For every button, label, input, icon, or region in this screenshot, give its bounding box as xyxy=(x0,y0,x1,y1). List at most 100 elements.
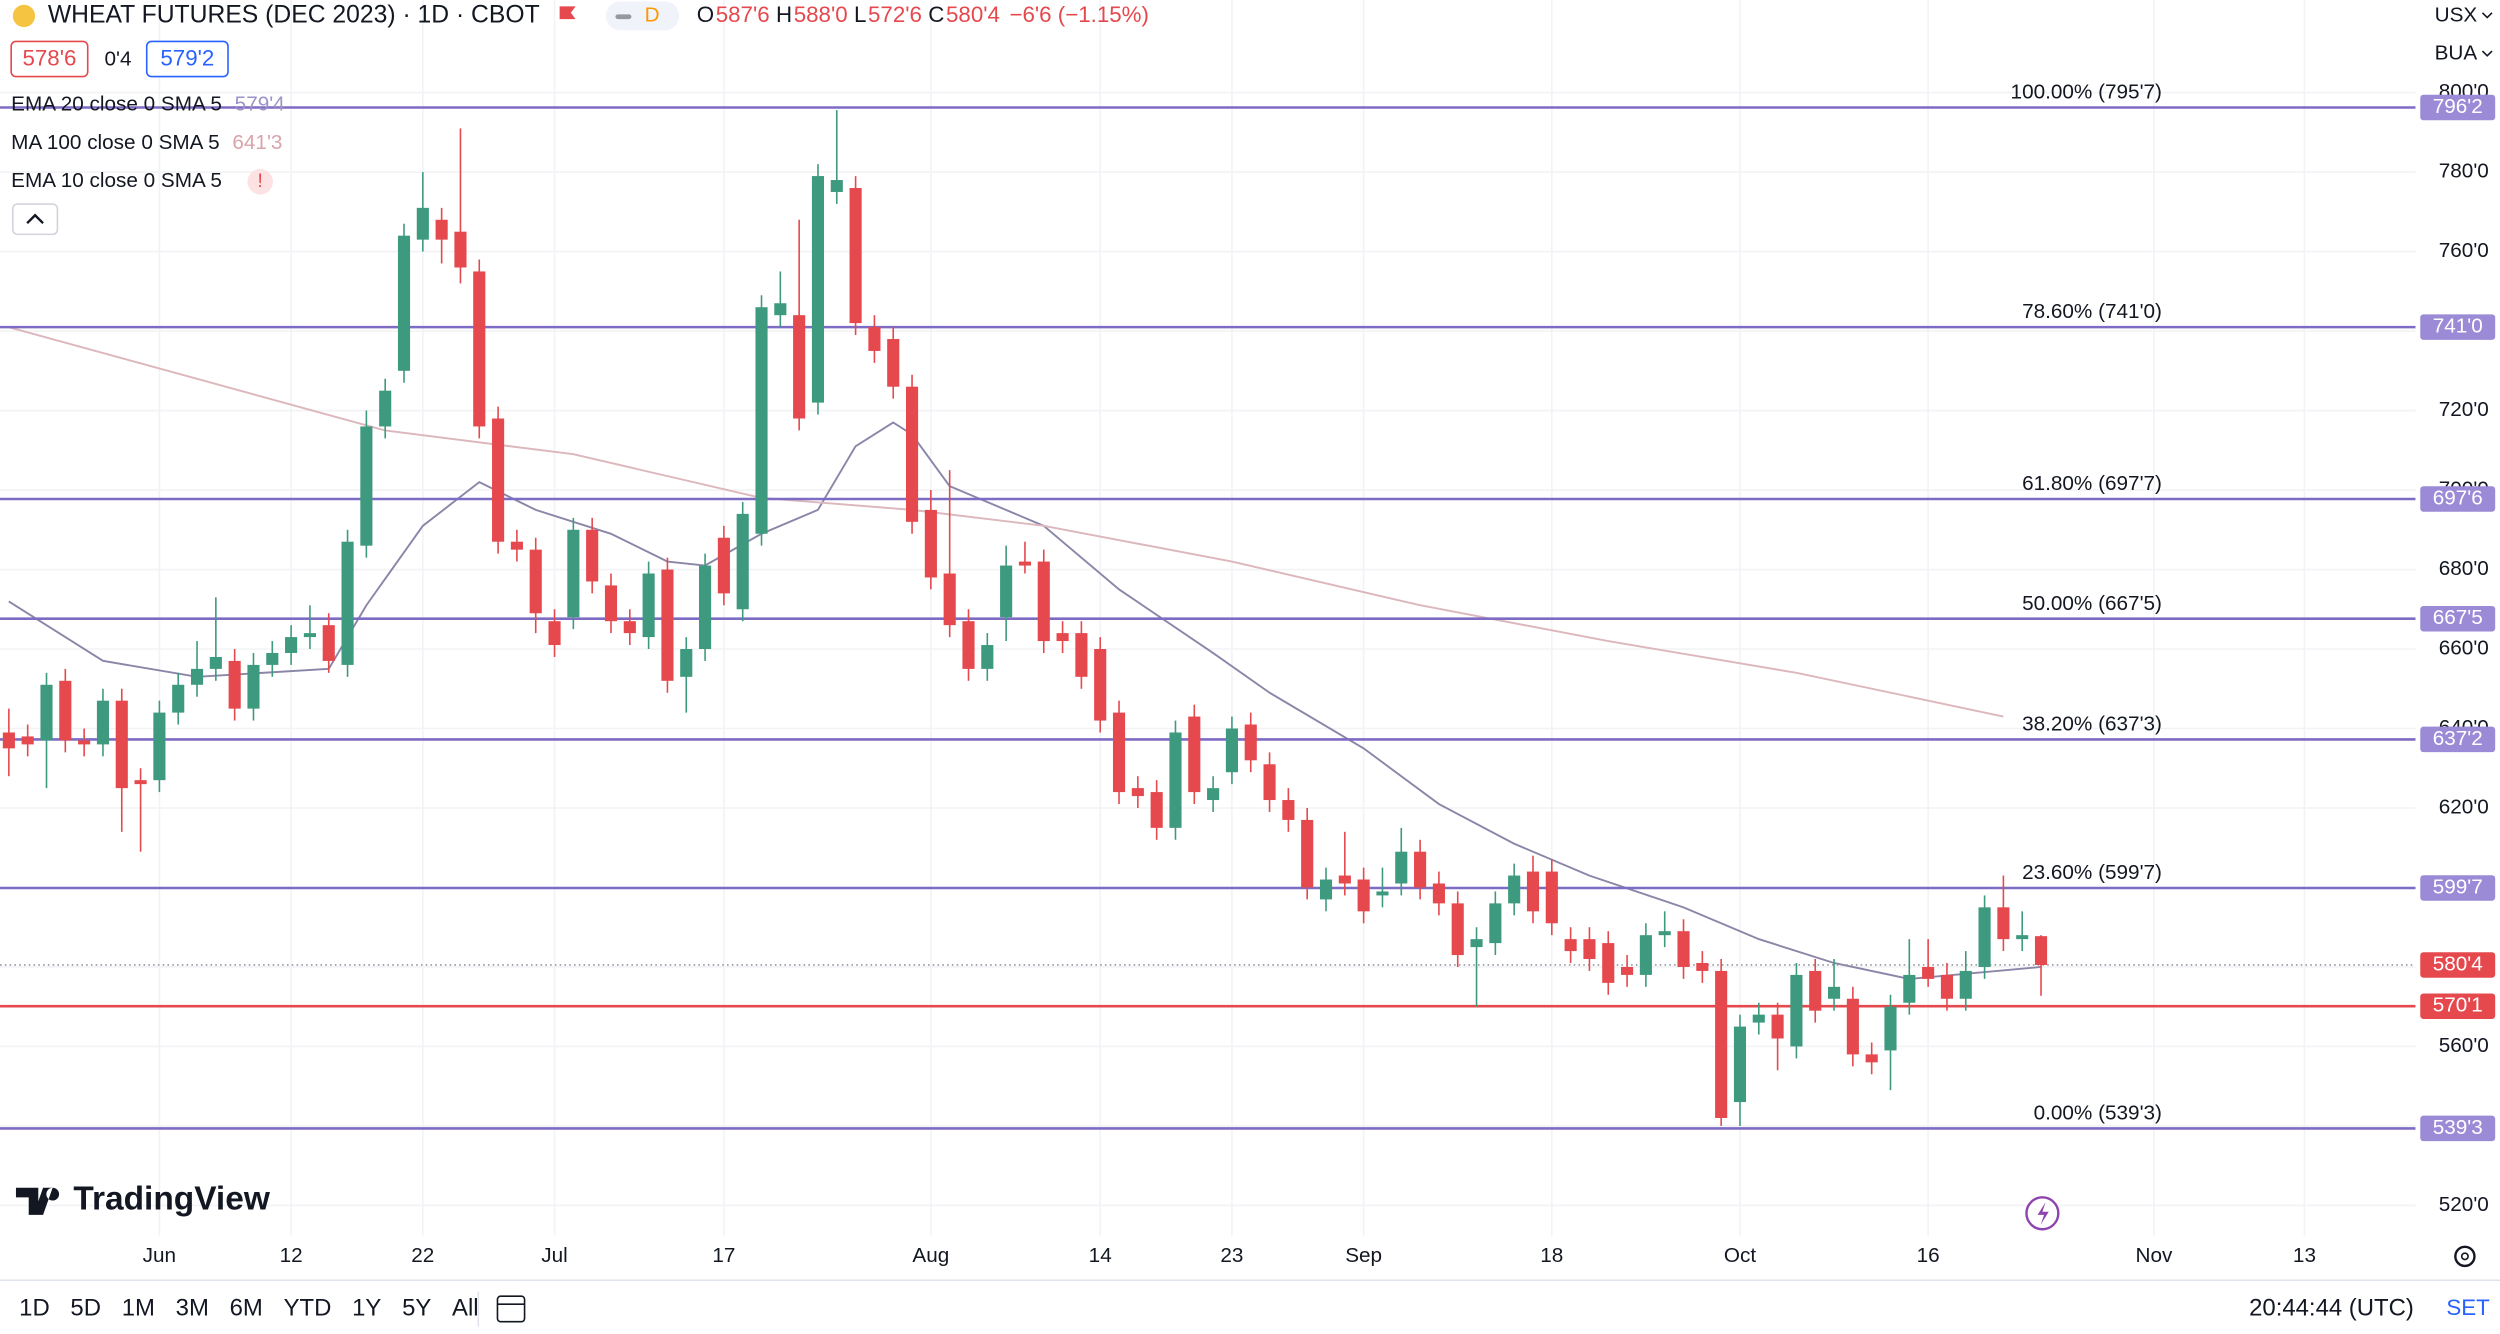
candle-body xyxy=(811,176,825,403)
candle-body xyxy=(1959,970,1972,999)
ohlc-value: 572'6 xyxy=(868,2,922,27)
symbol-icon[interactable] xyxy=(12,4,36,28)
candle-body xyxy=(1282,800,1295,820)
indicator-warning: ! xyxy=(258,171,263,192)
candle-body xyxy=(379,390,392,427)
last-price-tag: 580'4 xyxy=(2433,952,2483,975)
candle-body xyxy=(1018,561,1032,566)
unit[interactable]: BUA xyxy=(2435,42,2478,65)
status-pill[interactable] xyxy=(605,1,680,31)
symbol-title[interactable]: WHEAT FUTURES (DEC 2023) · 1D · CBOT xyxy=(48,1,540,28)
range-button[interactable]: 1Y xyxy=(352,1294,381,1321)
candle-body xyxy=(1978,907,1991,967)
candle-body xyxy=(1263,764,1276,801)
candle-body xyxy=(661,569,674,681)
settings-hub xyxy=(2460,1252,2469,1261)
candle-body xyxy=(247,664,260,709)
currency[interactable]: USX xyxy=(2435,3,2478,26)
candle-body xyxy=(190,668,204,685)
candle-body xyxy=(1997,907,2010,940)
bid-box[interactable] xyxy=(10,40,89,78)
price-tag-bg xyxy=(2420,993,2496,1019)
candle-body xyxy=(1602,943,1615,983)
x-tick-label: Jun xyxy=(143,1244,176,1267)
candle-body xyxy=(774,303,787,316)
fib-tag-bg xyxy=(2420,1115,2496,1142)
candle-body xyxy=(849,187,862,324)
candle-body xyxy=(981,645,994,669)
range-button[interactable]: 5Y xyxy=(402,1294,431,1321)
x-tick-label: 22 xyxy=(411,1244,434,1267)
range-button[interactable]: 3M xyxy=(176,1294,209,1321)
candle-body xyxy=(529,549,542,614)
candle-body xyxy=(604,585,618,622)
candle-body xyxy=(2034,936,2048,965)
x-tick-label: Jul xyxy=(541,1244,567,1267)
indicator-value: 579'4 xyxy=(235,93,285,116)
indicator-value: 641'3 xyxy=(232,131,282,154)
fib-tag: 741'0 xyxy=(2433,315,2483,338)
unit-caret xyxy=(2481,50,2493,57)
fib-tag: 599'7 xyxy=(2433,875,2483,898)
candle-body xyxy=(40,684,53,741)
candle-body xyxy=(1451,903,1464,956)
candle-body xyxy=(266,652,279,665)
currency-caret xyxy=(2481,12,2493,19)
ohlc-key: O xyxy=(697,2,714,27)
fib-tag-bg xyxy=(2420,314,2496,340)
range-button[interactable]: 1D xyxy=(19,1294,50,1321)
range-button[interactable]: 5D xyxy=(70,1294,101,1321)
candle-body xyxy=(115,700,128,789)
candle-body xyxy=(586,529,599,582)
candle-body xyxy=(1244,724,1257,761)
candle-body xyxy=(1790,974,1803,1047)
fib-label: 78.60% (741'0) xyxy=(2022,300,2162,323)
y-tick-label: 720'0 xyxy=(2439,398,2489,421)
range-button[interactable]: 1M xyxy=(122,1294,155,1321)
candle-body xyxy=(1827,986,1841,999)
candle-body xyxy=(623,621,636,634)
x-tick-label: Aug xyxy=(912,1244,949,1267)
clock: 20:44:44 (UTC) xyxy=(2249,1294,2414,1321)
candle-body xyxy=(1112,712,1126,793)
candle-body xyxy=(153,712,166,781)
fib-tag: 539'3 xyxy=(2433,1116,2483,1139)
fib-label: 23.60% (599'7) xyxy=(2022,861,2162,884)
range-button[interactable]: 6M xyxy=(230,1294,263,1321)
candle-body xyxy=(1508,875,1521,904)
candle-body xyxy=(943,573,956,626)
candle-body xyxy=(1207,788,1220,801)
range-button[interactable]: All xyxy=(452,1294,479,1321)
flag-icon[interactable] xyxy=(559,6,576,20)
fib-label: 50.00% (667'5) xyxy=(2022,592,2162,615)
candle-body xyxy=(1846,998,1859,1055)
calendar-icon[interactable] xyxy=(496,1295,526,1323)
candle-body xyxy=(1489,903,1502,944)
candle-body xyxy=(78,740,91,745)
y-tick-label: 780'0 xyxy=(2439,160,2489,183)
ask-box[interactable] xyxy=(145,40,229,78)
range-button[interactable]: YTD xyxy=(284,1294,332,1321)
logo-text: TradingView xyxy=(73,1180,270,1217)
ohlc-value: 580'4 xyxy=(946,2,1000,27)
collapse-button[interactable] xyxy=(11,203,59,236)
fib-tag: 697'6 xyxy=(2433,486,2483,509)
collapse-icon xyxy=(26,213,44,225)
ohlc-key: L xyxy=(854,2,866,27)
toolbar: 1D 5D 1M 3M 6M YTD 1Y 5Y All xyxy=(19,1294,478,1321)
candle-body xyxy=(360,426,373,546)
candle-body xyxy=(1545,871,1558,924)
candle-body xyxy=(1771,1014,1784,1039)
candle-body xyxy=(172,684,185,713)
fib-tag-bg xyxy=(2420,94,2496,121)
candle-body xyxy=(1395,851,1408,884)
fib-label: 61.80% (697'7) xyxy=(2022,472,2162,495)
candle-body xyxy=(1658,931,1671,936)
candle-body xyxy=(1000,565,1013,618)
candle-body xyxy=(1583,939,1596,960)
candle-body xyxy=(1903,974,1916,1003)
candle-body xyxy=(642,573,655,638)
plot: 100.00% (795'7) 78.60% (741'0) 61.80% (697… xyxy=(0,81,2416,1130)
settings-icon[interactable] xyxy=(2454,1245,2476,1268)
settings-label[interactable]: SET xyxy=(2446,1295,2490,1320)
